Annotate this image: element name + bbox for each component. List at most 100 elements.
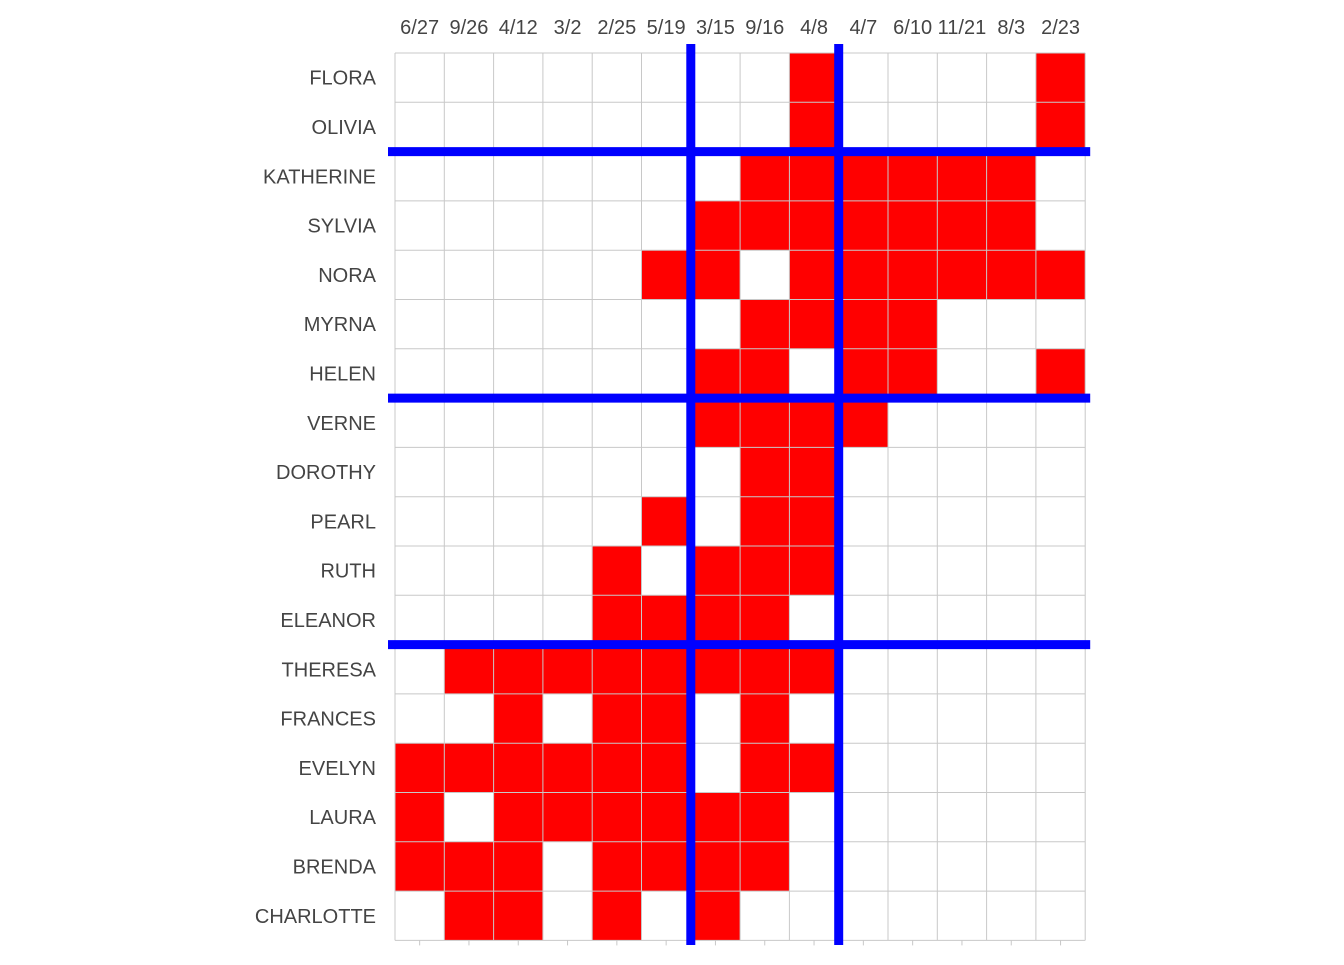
heatmap-cell-r12-c3: [542, 644, 593, 694]
heatmap-cell-r13-c8: [789, 693, 839, 744]
y-tick-labels: FLORA OLIVIA KATHERINE SYLVIA NORA MYRNA HELEN…: [255, 68, 377, 928]
heatmap-cell-r11-c7: [740, 595, 790, 645]
y-tick-label: BRENDA: [293, 856, 377, 878]
heatmap-cell-r15-c7: [740, 792, 790, 842]
heatmap-cell-r2-c7: [740, 151, 790, 201]
heatmap-cell-r8-c11: [937, 447, 987, 497]
heatmap-cell-r15-c13: [1035, 792, 1086, 842]
heatmap-cell-r12-c5: [641, 644, 691, 694]
heatmap-cell-r0-c7: [740, 53, 790, 103]
heatmap-cell-r1-c2: [493, 102, 543, 152]
heatmap-cell-r16-c10: [888, 841, 938, 892]
heatmap-cell-r9-c10: [888, 496, 938, 546]
cells-layer: [395, 53, 1086, 941]
x-tick-label: 3/15: [696, 17, 735, 39]
heatmap-cell-r10-c5: [641, 546, 691, 596]
heatmap-cell-r13-c9: [838, 693, 888, 744]
heatmap-cell-r12-c7: [740, 644, 790, 694]
heatmap-cell-r12-c2: [493, 644, 543, 694]
y-tick-label: PEARL: [310, 511, 376, 533]
heatmap-cell-r14-c11: [937, 743, 987, 793]
heatmap-cell-r9-c7: [740, 496, 790, 546]
heatmap-cell-r17-c2: [493, 891, 543, 941]
heatmap-cell-r3-c2: [493, 200, 543, 251]
heatmap-cell-r10-c6: [690, 546, 741, 596]
heatmap-cell-r17-c4: [592, 891, 642, 941]
heatmap-cell-r10-c8: [789, 546, 839, 596]
heatmap-cell-r7-c10: [888, 398, 938, 448]
heatmap-cell-r17-c13: [1035, 891, 1086, 941]
heatmap-cell-r11-c13: [1035, 595, 1086, 645]
heatmap-cell-r0-c6: [690, 53, 741, 103]
heatmap-cell-r9-c11: [937, 496, 987, 546]
heatmap-cell-r13-c2: [493, 693, 543, 744]
heatmap-cell-r13-c13: [1035, 693, 1086, 744]
y-tick-label: MYRNA: [304, 314, 377, 336]
heatmap-cell-r14-c10: [888, 743, 938, 793]
x-tick-label: 2/25: [597, 17, 636, 39]
x-tick-label: 5/19: [647, 17, 686, 39]
heatmap-cell-r7-c9: [838, 398, 888, 448]
heatmap-cell-r14-c0: [395, 743, 445, 793]
x-tick-label: 3/2: [554, 17, 582, 39]
heatmap-cell-r6-c9: [838, 348, 888, 399]
heatmap-cell-r9-c2: [493, 496, 543, 546]
heatmap-cell-r5-c3: [542, 299, 593, 349]
heatmap-cell-r5-c4: [592, 299, 642, 349]
heatmap-cell-r12-c0: [395, 644, 445, 694]
heatmap-cell-r16-c11: [937, 841, 987, 892]
heatmap-cell-r9-c9: [838, 496, 888, 546]
heatmap-cell-r1-c0: [395, 102, 445, 152]
heatmap-cell-r13-c4: [592, 693, 642, 744]
heatmap-cell-r5-c7: [740, 299, 790, 349]
heatmap-cell-r17-c11: [937, 891, 987, 941]
heatmap-cell-r0-c4: [592, 53, 642, 103]
heatmap-cell-r1-c5: [641, 102, 691, 152]
heatmap-cell-r8-c10: [888, 447, 938, 497]
heatmap-cell-r2-c0: [395, 151, 445, 201]
heatmap-cell-r16-c1: [444, 841, 494, 892]
heatmap-cell-r6-c6: [690, 348, 741, 399]
heatmap-cell-r3-c3: [542, 200, 593, 251]
heatmap-cell-r3-c10: [888, 200, 938, 251]
heatmap-cell-r7-c13: [1035, 398, 1086, 448]
y-tick-label: OLIVIA: [312, 117, 377, 139]
heatmap-cell-r10-c1: [444, 546, 494, 596]
heatmap-cell-r9-c8: [789, 496, 839, 546]
heatmap-cell-r4-c5: [641, 250, 691, 300]
heatmap-cell-r14-c8: [789, 743, 839, 793]
y-tick-label: ELEANOR: [280, 610, 376, 632]
heatmap-cell-r4-c8: [789, 250, 839, 300]
heatmap-cell-r17-c6: [690, 891, 741, 941]
y-tick-label: THERESA: [282, 659, 377, 681]
heatmap-cell-r10-c0: [395, 546, 445, 596]
heatmap-cell-r6-c12: [986, 348, 1036, 399]
heatmap-cell-r14-c4: [592, 743, 642, 793]
heatmap-cell-r10-c3: [542, 546, 593, 596]
heatmap-cell-r15-c8: [789, 792, 839, 842]
y-tick-label: NORA: [318, 265, 376, 287]
heatmap-cell-r2-c3: [542, 151, 593, 201]
heatmap-cell-r6-c3: [542, 348, 593, 399]
heatmap-cell-r0-c2: [493, 53, 543, 103]
heatmap-cell-r4-c7: [740, 250, 790, 300]
heatmap-cell-r16-c9: [838, 841, 888, 892]
heatmap-cell-r5-c1: [444, 299, 494, 349]
heatmap-cell-r8-c7: [740, 447, 790, 497]
heatmap-cell-r0-c10: [888, 53, 938, 103]
x-tick-label: 2/23: [1041, 17, 1080, 39]
heatmap-cell-r7-c1: [444, 398, 494, 448]
heatmap-cell-r16-c12: [986, 841, 1036, 892]
heatmap-cell-r8-c1: [444, 447, 494, 497]
heatmap-cell-r8-c12: [986, 447, 1036, 497]
heatmap-cell-r2-c1: [444, 151, 494, 201]
heatmap-cell-r13-c11: [937, 693, 987, 744]
heatmap-cell-r15-c0: [395, 792, 445, 842]
heatmap-cell-r2-c10: [888, 151, 938, 201]
heatmap-cell-r10-c11: [937, 546, 987, 596]
heatmap-cell-r0-c12: [986, 53, 1036, 103]
heatmap-cell-r12-c11: [937, 644, 987, 694]
heatmap-cell-r6-c0: [395, 348, 445, 399]
